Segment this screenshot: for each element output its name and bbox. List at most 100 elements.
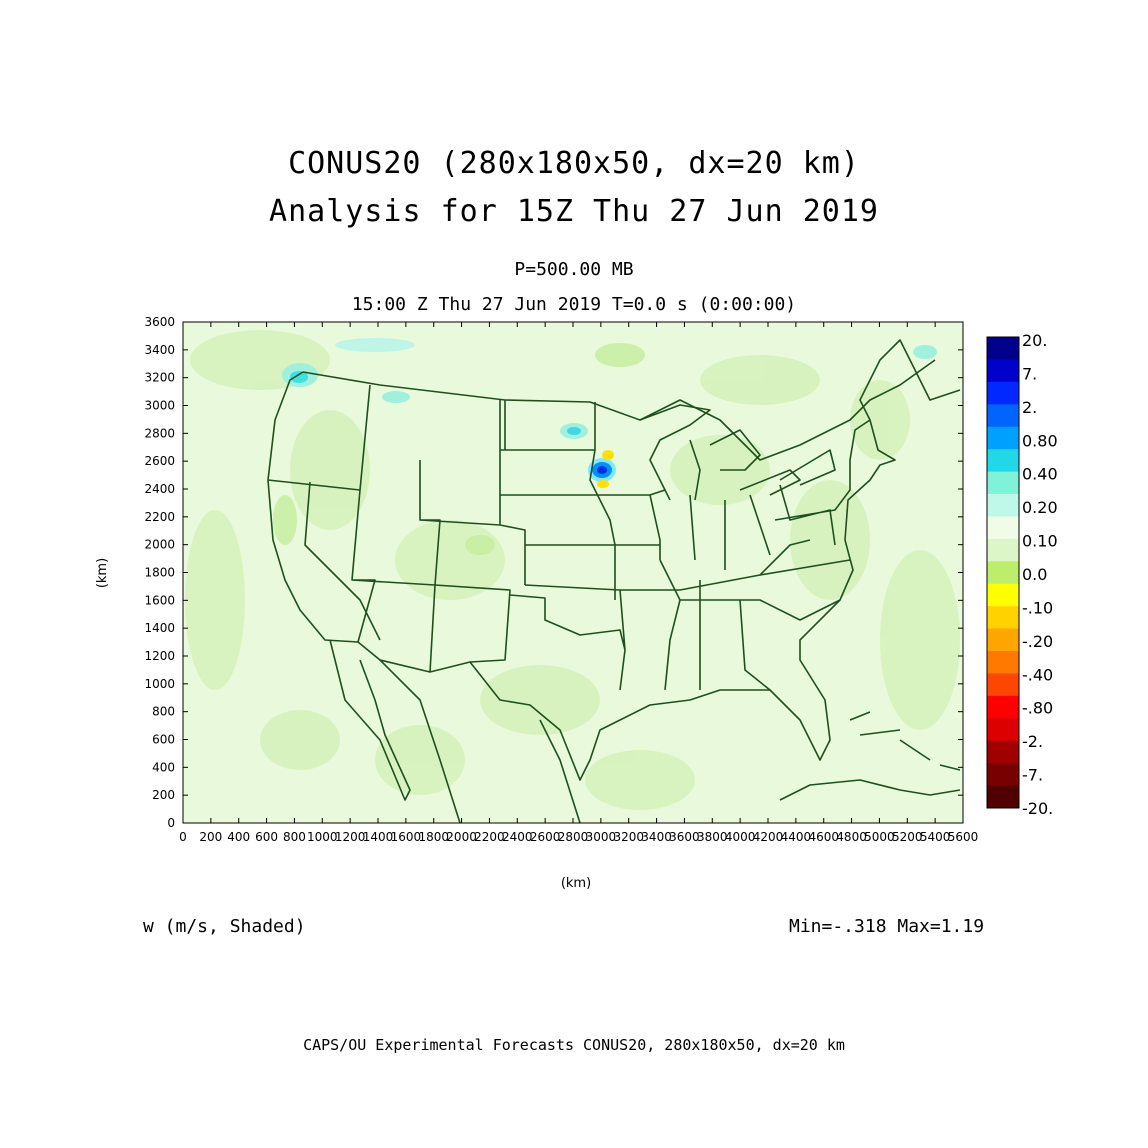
x-tick-label: 3600 [669, 830, 700, 844]
colorbar-cell [987, 583, 1019, 607]
x-axis-label: (km) [561, 876, 591, 891]
colorbar-label: 0.0 [1022, 565, 1047, 584]
y-tick-label: 2600 [144, 454, 175, 468]
x-tick-label: 4200 [753, 830, 784, 844]
colorbar-label: -.20 [1022, 632, 1053, 651]
x-tick-label: 1000 [307, 830, 338, 844]
colorbar-cell [987, 740, 1019, 764]
colorbar-cell [987, 381, 1019, 405]
colorbar-label: -2. [1022, 732, 1043, 751]
map-frame [183, 322, 963, 823]
x-tick-label: 3400 [641, 830, 672, 844]
x-tick-label: 5400 [920, 830, 951, 844]
colorbar-label: 20. [1022, 331, 1047, 350]
plot-title-line2: Analysis for 15Z Thu 27 Jun 2019 [269, 194, 879, 229]
state-lines-east [620, 419, 871, 691]
colorbar-cell [987, 628, 1019, 652]
x-tick-label: 3000 [586, 830, 617, 844]
colorbar-cell [987, 718, 1019, 742]
x-tick-label: 0 [179, 830, 187, 844]
x-tick-label: 4600 [808, 830, 839, 844]
great-lakes [639, 404, 836, 501]
y-axis: 0 200 400 600 800 1000 1200 1400 1600 1800 2000 220… [144, 315, 963, 830]
caribbean-islands [779, 711, 961, 801]
colorbar: 20. 7. 2. 0.80 0.40 0.20 0.10 0.0 -.10 -.20 -.40 -.… [986, 331, 1058, 818]
valid-time-label: 15:00 Z Thu 27 Jun 2019 T=0.0 s (0:00:00… [351, 294, 797, 315]
shaded-positive-patches [282, 338, 937, 488]
y-tick-label: 1000 [144, 677, 175, 691]
y-tick-label: 1200 [144, 649, 175, 663]
colorbar-label: 0.20 [1022, 498, 1058, 517]
colorbar-cell [987, 449, 1019, 473]
x-tick-label: 5600 [948, 830, 979, 844]
colorbar-label: -.80 [1022, 699, 1053, 718]
y-tick-label: 200 [152, 788, 175, 802]
y-tick-label: 2000 [144, 538, 175, 552]
colorbar-label: 2. [1022, 398, 1037, 417]
colorbar-label: 0.10 [1022, 532, 1058, 551]
x-tick-label: 1200 [335, 830, 366, 844]
y-tick-label: 2200 [144, 510, 175, 524]
x-tick-label: 800 [283, 830, 306, 844]
x-tick-label: 200 [199, 830, 222, 844]
y-tick-label: 3000 [144, 399, 175, 413]
colorbar-cell [987, 785, 1019, 809]
x-tick-label: 3200 [613, 830, 644, 844]
colorbar-cell [987, 337, 1019, 360]
boundary-lines [267, 339, 961, 823]
colorbar-cell [987, 538, 1019, 562]
mexico-coast [329, 639, 581, 823]
shaded-weak-negative [273, 343, 645, 555]
colorbar-cell [987, 359, 1019, 383]
state-lines-west [267, 384, 595, 673]
colorbar-cell [987, 404, 1019, 428]
x-tick-label: 2000 [446, 830, 477, 844]
colorbar-label: -7. [1022, 766, 1043, 785]
x-tick-label: 1400 [363, 830, 394, 844]
colorbar-label: -.40 [1022, 665, 1053, 684]
x-tick-label: 5000 [864, 830, 895, 844]
y-tick-label: 2400 [144, 482, 175, 496]
colorbar-cell [987, 426, 1019, 450]
y-tick-label: 3200 [144, 371, 175, 385]
colorbar-cell [987, 516, 1019, 540]
colorbar-cell [987, 494, 1019, 517]
colorbar-label: -20. [1022, 799, 1053, 818]
x-tick-label: 2800 [558, 830, 589, 844]
x-tick-label: 5200 [892, 830, 923, 844]
field-label: w (m/s, Shaded) [143, 916, 306, 937]
colorbar-label: 0.40 [1022, 465, 1058, 484]
y-tick-label: 400 [152, 760, 175, 774]
state-lines-central [509, 402, 666, 691]
x-tick-label: 2600 [530, 830, 561, 844]
colorbar-cell [987, 471, 1019, 495]
y-tick-label: 0 [167, 816, 175, 830]
x-axis: 0 200 400 600 800 100012001400160018002000220… [179, 322, 978, 844]
y-tick-label: 3400 [144, 343, 175, 357]
colorbar-label: -.10 [1022, 598, 1053, 617]
x-tick-label: 2400 [502, 830, 533, 844]
colorbar-cell [987, 673, 1019, 697]
colorbar-cell [987, 651, 1019, 674]
x-tick-label: 4800 [836, 830, 867, 844]
min-max-label: Min=-.318 Max=1.19 [789, 916, 985, 937]
colorbar-cell [987, 606, 1019, 630]
pressure-level-label: P=500.00 MB [514, 259, 634, 280]
y-tick-label: 1400 [144, 621, 175, 635]
colorbar-cell [987, 763, 1019, 787]
x-tick-label: 600 [255, 830, 278, 844]
x-tick-label: 1600 [391, 830, 422, 844]
footer-credit: CAPS/OU Experimental Forecasts CONUS20, … [303, 1036, 845, 1054]
plot-title-line1: CONUS20 (280x180x50, dx=20 km) [288, 146, 860, 181]
y-axis-label: (km) [95, 558, 110, 588]
y-tick-label: 600 [152, 733, 175, 747]
x-tick-label: 3800 [697, 830, 728, 844]
y-tick-label: 3600 [144, 315, 175, 329]
x-tick-label: 1800 [418, 830, 449, 844]
x-tick-label: 400 [227, 830, 250, 844]
y-tick-label: 800 [152, 705, 175, 719]
y-tick-label: 1600 [144, 593, 175, 607]
colorbar-label: 0.80 [1022, 431, 1058, 450]
colorbar-cell [987, 695, 1019, 719]
